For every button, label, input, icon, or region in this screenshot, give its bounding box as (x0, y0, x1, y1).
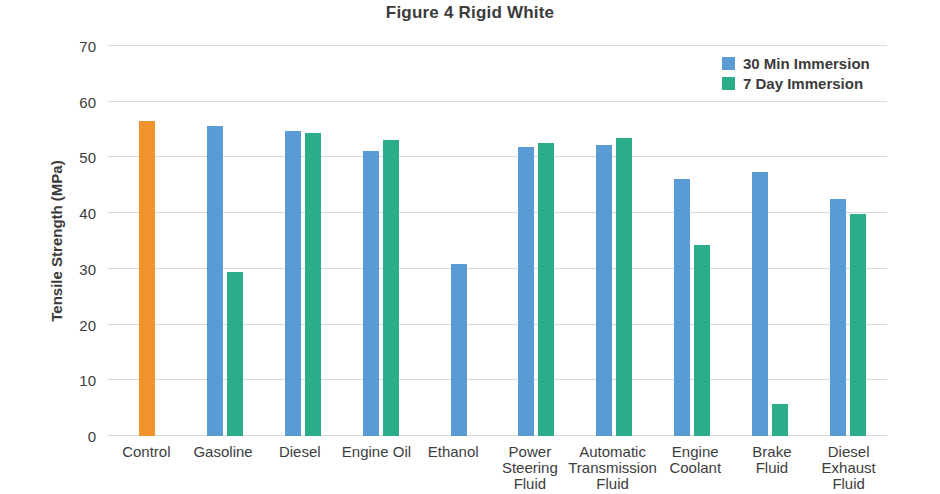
y-tick-label-30: 30 (79, 261, 96, 276)
x-label-engine-coolant: Engine Coolant (657, 444, 734, 492)
plot-area (108, 46, 887, 436)
bar-automatic-transmission-fluid-7-day-immersion (616, 138, 632, 436)
x-label-control: Control (108, 444, 185, 492)
bar-group-ethanol (420, 46, 498, 436)
legend-swatch-30-min-immersion (722, 57, 735, 70)
y-tick-label-0: 0 (88, 429, 96, 444)
bar-brake-fluid-30-min-immersion (752, 172, 768, 436)
legend-label-7-day-immersion: 7 Day Immersion (743, 75, 863, 92)
y-tick-label-70: 70 (79, 39, 96, 54)
bar-diesel-exhaust-fluid-30-min-immersion (830, 199, 846, 436)
figure-canvas: Figure 4 Rigid White Tensile Strength (M… (0, 0, 940, 494)
y-tick-label-10: 10 (79, 373, 96, 388)
legend-label-30-min-immersion: 30 Min Immersion (743, 55, 870, 72)
bar-group-gasoline (186, 46, 264, 436)
x-label-diesel: Diesel (261, 444, 338, 492)
bar-engine-coolant-7-day-immersion (694, 245, 710, 436)
bar-engine-oil-30-min-immersion (363, 151, 379, 436)
bar-ethanol-30-min-immersion (451, 264, 467, 436)
bar-automatic-transmission-fluid-30-min-immersion (596, 145, 612, 436)
bar-power-steering-fluid-7-day-immersion (538, 143, 554, 436)
legend-swatch-7-day-immersion (722, 77, 735, 90)
bar-diesel-exhaust-fluid-7-day-immersion (850, 214, 866, 436)
y-tick-label-40: 40 (79, 206, 96, 221)
x-label-power-steering-fluid: Power Steering Fluid (492, 444, 569, 492)
y-tick-label-20: 20 (79, 317, 96, 332)
x-label-brake-fluid: Brake Fluid (734, 444, 811, 492)
bar-group-control (108, 46, 186, 436)
chart-title: Figure 4 Rigid White (0, 3, 940, 23)
bar-engine-coolant-30-min-immersion (674, 179, 690, 436)
bar-group-engine-oil (342, 46, 420, 436)
bar-power-steering-fluid-30-min-immersion (518, 147, 534, 436)
bar-group-brake-fluid (731, 46, 809, 436)
x-label-engine-oil: Engine Oil (338, 444, 415, 492)
y-axis-ticks: 010203040506070 (54, 46, 96, 436)
y-tick-label-50: 50 (79, 150, 96, 165)
bar-group-engine-coolant (653, 46, 731, 436)
bar-diesel-30-min-immersion (285, 131, 301, 436)
x-label-diesel-exhaust-fluid: Diesel Exhaust Fluid (810, 444, 887, 492)
x-axis-labels: ControlGasolineDieselEngine OilEthanolPo… (108, 444, 887, 492)
bar-diesel-7-day-immersion (305, 133, 321, 436)
legend-entry-7-day-immersion: 7 Day Immersion (722, 75, 870, 92)
bar-group-diesel (264, 46, 342, 436)
legend: 30 Min Immersion 7 Day Immersion (722, 55, 870, 92)
bar-group-automatic-transmission-fluid (575, 46, 653, 436)
x-label-gasoline: Gasoline (185, 444, 262, 492)
x-label-ethanol: Ethanol (415, 444, 492, 492)
bar-gasoline-7-day-immersion (227, 272, 243, 436)
bar-engine-oil-7-day-immersion (383, 140, 399, 436)
x-label-automatic-transmission-fluid: Automatic Transmission Fluid (568, 444, 657, 492)
bar-group-power-steering-fluid (498, 46, 576, 436)
bar-group-diesel-exhaust-fluid (809, 46, 887, 436)
bar-gasoline-30-min-immersion (207, 126, 223, 436)
legend-entry-30-min-immersion: 30 Min Immersion (722, 55, 870, 72)
bars-layer (108, 46, 887, 436)
bar-control-control (139, 121, 155, 436)
bar-brake-fluid-7-day-immersion (772, 404, 788, 436)
y-tick-label-60: 60 (79, 94, 96, 109)
